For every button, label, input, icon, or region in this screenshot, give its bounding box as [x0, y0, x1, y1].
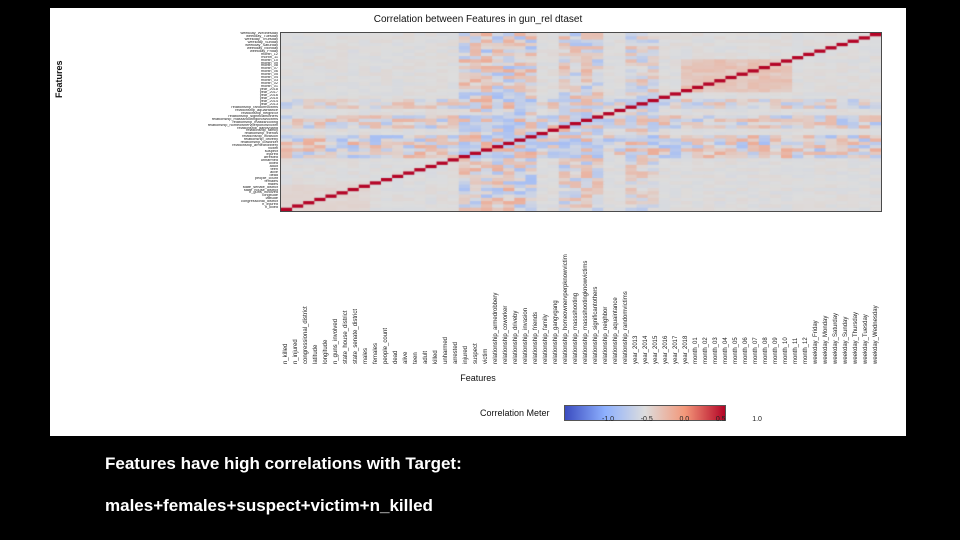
- caption-correlated-features: males+females+suspect+victim+n_killed: [105, 496, 433, 516]
- x-tick-label: victim: [483, 349, 489, 364]
- x-tick-label: month_11: [793, 338, 799, 364]
- x-tick-label: adult: [423, 351, 429, 364]
- chart-title: Correlation between Features in gun_rel …: [50, 14, 906, 25]
- x-tick-label: year_2018: [683, 336, 689, 364]
- x-tick-label: weekday_Thursday: [853, 312, 859, 364]
- x-tick-label: relationship_randomvictims: [623, 291, 629, 364]
- x-tick-label: relationship_invasion: [523, 308, 529, 364]
- x-tick-label: females: [373, 343, 379, 364]
- y-tick-labels: weekday_Wednesdayweekday_Tuesdayweekday_…: [90, 32, 278, 210]
- x-tick-label: suspect: [473, 343, 479, 364]
- colorbar-tick: 0.0: [679, 416, 689, 423]
- x-tick-label: year_2015: [653, 336, 659, 364]
- x-tick-label: relationship_gangvgang: [553, 300, 559, 364]
- x-tick-labels: n_killed n_injured congressional_districtl…: [280, 214, 880, 364]
- x-tick-label: arrested: [453, 342, 459, 364]
- x-tick-label: people_count: [383, 328, 389, 364]
- x-tick-label: injured: [463, 346, 469, 364]
- x-tick-label: alive: [403, 352, 409, 364]
- x-tick-label: relationship_massshootingknowvictims: [583, 261, 589, 364]
- correlation-heatmap: [280, 32, 882, 212]
- x-tick-label: killed: [433, 350, 439, 364]
- x-tick-label: weekday_Saturday: [833, 313, 839, 364]
- colorbar-tick: -0.5: [641, 416, 653, 423]
- x-tick-label: month_06: [743, 337, 749, 364]
- x-tick-label: month_01: [693, 337, 699, 364]
- x-tick-label: state_house_district: [343, 311, 349, 364]
- x-tick-label: relationship_significantothers: [593, 287, 599, 364]
- x-tick-label: month_04: [723, 337, 729, 364]
- x-tick-label: longitude: [323, 340, 329, 364]
- x-tick-label: relationship_driveby: [513, 311, 519, 364]
- x-tick-label: state_senate_district: [353, 309, 359, 364]
- colorbar-label: Correlation Meter: [480, 408, 550, 418]
- x-tick-label: year_2014: [643, 336, 649, 364]
- x-tick-label: relationship_coworker: [503, 306, 509, 364]
- x-tick-label: month_03: [713, 337, 719, 364]
- x-tick-label: dead: [393, 351, 399, 364]
- slide-root: Correlation between Features in gun_rel …: [0, 0, 960, 540]
- x-tick-label: teen: [413, 352, 419, 364]
- x-tick-label: relationship_friends: [533, 312, 539, 364]
- y-tick-label: n_killed: [90, 206, 278, 209]
- colorbar-tick: -1.0: [602, 416, 614, 423]
- x-tick-label: weekday_Wednesday: [873, 305, 879, 364]
- x-tick-label: month_09: [773, 337, 779, 364]
- caption-correlated-header: Features have high correlations with Tar…: [105, 454, 462, 474]
- x-tick-label: n_injured: [293, 339, 299, 364]
- x-tick-label: month_07: [753, 337, 759, 364]
- x-tick-label: n_killed: [283, 344, 289, 364]
- figure-panel: Correlation between Features in gun_rel …: [50, 8, 906, 436]
- x-tick-label: unharmed: [443, 337, 449, 364]
- x-tick-label: congressional_district: [303, 306, 309, 364]
- x-tick-label: weekday_Tuesday: [863, 314, 869, 364]
- x-tick-label: month_05: [733, 337, 739, 364]
- x-tick-label: n_guns_involved: [333, 319, 339, 364]
- colorbar: Correlation Meter -1.0 -0.5 0.0 0.5 1.0: [480, 398, 860, 428]
- x-tick-label: month_02: [703, 337, 709, 364]
- colorbar-tick: 0.5: [716, 416, 726, 423]
- x-tick-label: latitude: [313, 345, 319, 364]
- colorbar-ticks: -1.0 -0.5 0.0 0.5 1.0: [602, 416, 762, 423]
- x-axis-label: Features: [50, 373, 906, 383]
- x-tick-label: weekday_Monday: [823, 316, 829, 364]
- x-tick-label: year_2013: [633, 336, 639, 364]
- x-tick-label: relationship_armedrobbery: [493, 293, 499, 364]
- x-tick-label: month_12: [803, 337, 809, 364]
- y-axis-label: Features: [54, 60, 64, 98]
- x-tick-label: year_2017: [673, 336, 679, 364]
- x-tick-label: month_10: [783, 337, 789, 364]
- colorbar-tick: 1.0: [752, 416, 762, 423]
- x-tick-label: year_2016: [663, 336, 669, 364]
- x-tick-label: month_08: [763, 337, 769, 364]
- heatmap-canvas: [281, 33, 881, 211]
- x-tick-label: relationship_family: [543, 314, 549, 364]
- x-tick-label: relationship_neighbor: [603, 307, 609, 364]
- x-tick-label: weekday_Friday: [813, 320, 819, 364]
- x-tick-label: relationship_aquaintance: [613, 297, 619, 364]
- x-tick-label: relationship_massshooting: [573, 293, 579, 364]
- x-tick-label: males: [363, 348, 369, 364]
- x-tick-label: weekday_Sunday: [843, 317, 849, 364]
- x-tick-label: relationship_homeownervperpknowvictim: [563, 254, 569, 364]
